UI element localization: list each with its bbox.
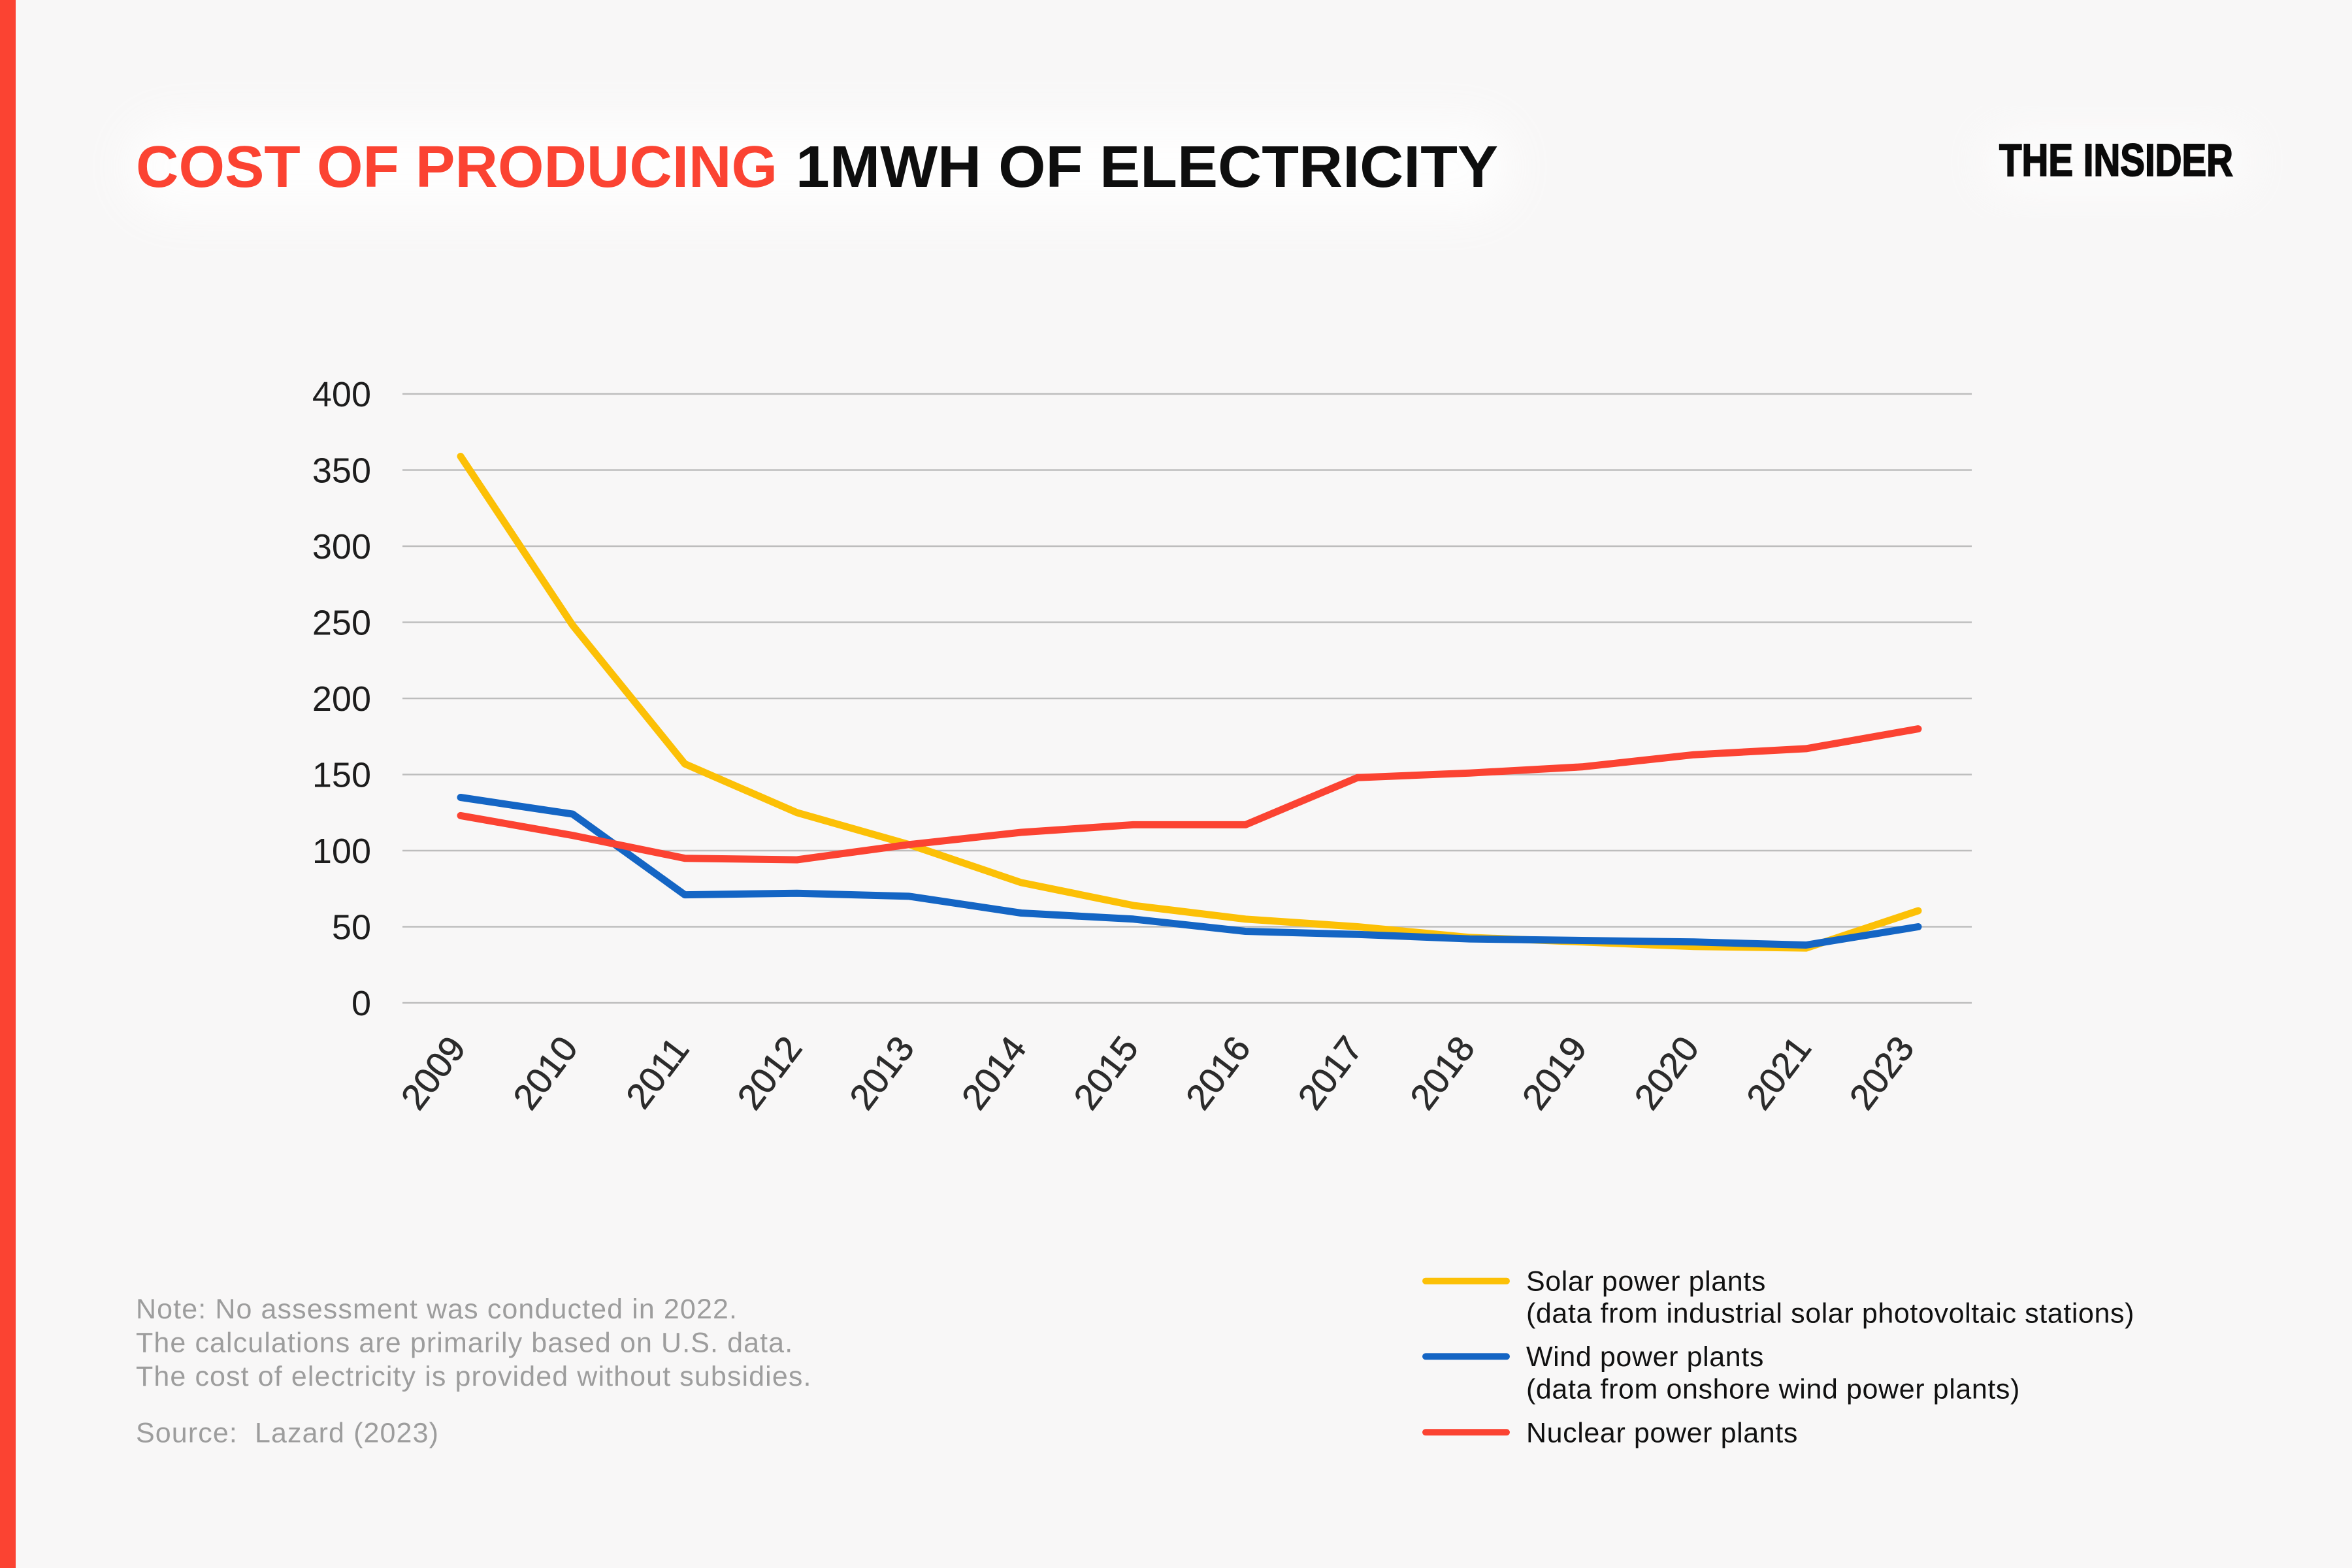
svg-text:The calculations are primarily: The calculations are primarily based on … xyxy=(136,1328,793,1359)
svg-text:250: 250 xyxy=(312,604,371,643)
svg-text:350: 350 xyxy=(312,451,371,491)
svg-text:300: 300 xyxy=(312,527,371,566)
svg-text:150: 150 xyxy=(312,756,371,795)
svg-text:0: 0 xyxy=(351,984,371,1023)
svg-text:100: 100 xyxy=(312,832,371,871)
svg-text:The cost of electricity is pro: The cost of electricity is provided with… xyxy=(136,1361,812,1392)
svg-text:50: 50 xyxy=(332,908,371,947)
svg-text:200: 200 xyxy=(312,679,371,719)
svg-text:THE INSIDER: THE INSIDER xyxy=(1999,135,2233,186)
svg-text:(data from onshore wind power: (data from onshore wind power plants) xyxy=(1526,1374,2020,1405)
svg-text:COST OF PRODUCING: COST OF PRODUCING xyxy=(136,135,777,200)
svg-text:Source: Lazard (2023): Source: Lazard (2023) xyxy=(136,1418,439,1449)
svg-text:Note: No assessment was conduc: Note: No assessment was conducted in 202… xyxy=(136,1294,738,1325)
svg-text:Nuclear power plants: Nuclear power plants xyxy=(1526,1417,1798,1448)
svg-text:1MWH OF ELECTRICITY: 1MWH OF ELECTRICITY xyxy=(796,135,1498,200)
svg-text:400: 400 xyxy=(312,375,371,414)
svg-text:Solar power plants: Solar power plants xyxy=(1526,1266,1766,1298)
svg-text:(data from industrial solar ph: (data from industrial solar photovoltaic… xyxy=(1526,1298,2134,1330)
svg-text:Wind power plants: Wind power plants xyxy=(1526,1341,1764,1373)
